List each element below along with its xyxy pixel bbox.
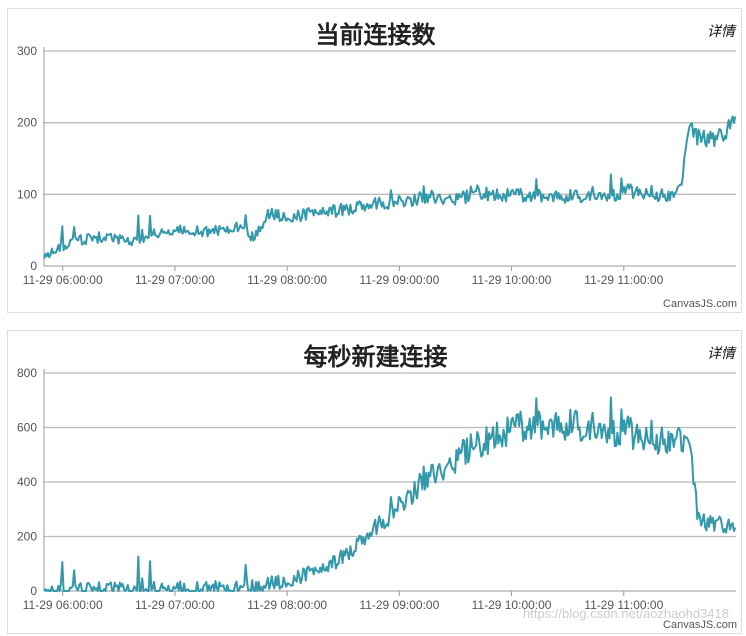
x-tick-label: 11-29 09:00:00	[359, 598, 439, 612]
x-tick-label: 11-29 06:00:00	[23, 598, 103, 612]
series-line	[43, 396, 737, 592]
chart-panel-current-connections: 0 100 200 300 11-29 06:00:00 11-29 07:00:00 11…	[7, 8, 742, 313]
chart-title: 每秒新建连接	[303, 343, 448, 371]
x-tick-label: 11-29 06:00:00	[23, 273, 103, 287]
x-tick-label: 11-29 09:00:00	[359, 273, 439, 287]
y-tick-label: 400	[17, 475, 37, 489]
watermark-text: https://blog.csdn.net/aozhaohd3418	[523, 606, 729, 621]
y-tick-label: 600	[17, 421, 37, 435]
credit-link[interactable]: CanvasJS.com	[663, 619, 737, 631]
x-tick-label: 11-29 07:00:00	[135, 598, 215, 612]
y-tick-label: 0	[30, 259, 37, 273]
detail-link[interactable]: 详情	[707, 346, 735, 362]
x-tick-label: 11-29 10:00:00	[472, 273, 552, 287]
x-tick-label: 11-29 10:00:00	[472, 598, 552, 612]
chart-panel-new-connections: 0 200 400 600 800 11-29 06:00:00 11-29 07:00:0…	[7, 330, 742, 634]
y-tick-label: 800	[17, 366, 37, 380]
credit-link[interactable]: CanvasJS.com	[663, 298, 737, 310]
x-tick-label: 11-29 07:00:00	[135, 273, 215, 287]
x-tick-label: 11-29 11:00:00	[584, 598, 663, 612]
y-tick-label: 100	[17, 187, 37, 201]
x-tick-label: 11-29 08:00:00	[247, 598, 327, 612]
x-tick-label: 11-29 08:00:00	[247, 273, 327, 287]
x-tick-label: 11-29 11:00:00	[584, 273, 663, 287]
chart-title: 当前连接数	[315, 21, 436, 49]
chart-current-connections: 0 100 200 300 11-29 06:00:00 11-29 07:00:00 11…	[17, 44, 737, 287]
series-line	[43, 115, 737, 259]
y-tick-label: 300	[17, 44, 37, 58]
y-tick-label: 200	[17, 116, 37, 130]
y-tick-label: 200	[17, 530, 37, 544]
chart-new-connections-per-second: 0 200 400 600 800 11-29 06:00:00 11-29 07:00:0…	[17, 366, 737, 612]
y-tick-label: 0	[30, 584, 37, 598]
detail-link[interactable]: 详情	[707, 24, 735, 40]
